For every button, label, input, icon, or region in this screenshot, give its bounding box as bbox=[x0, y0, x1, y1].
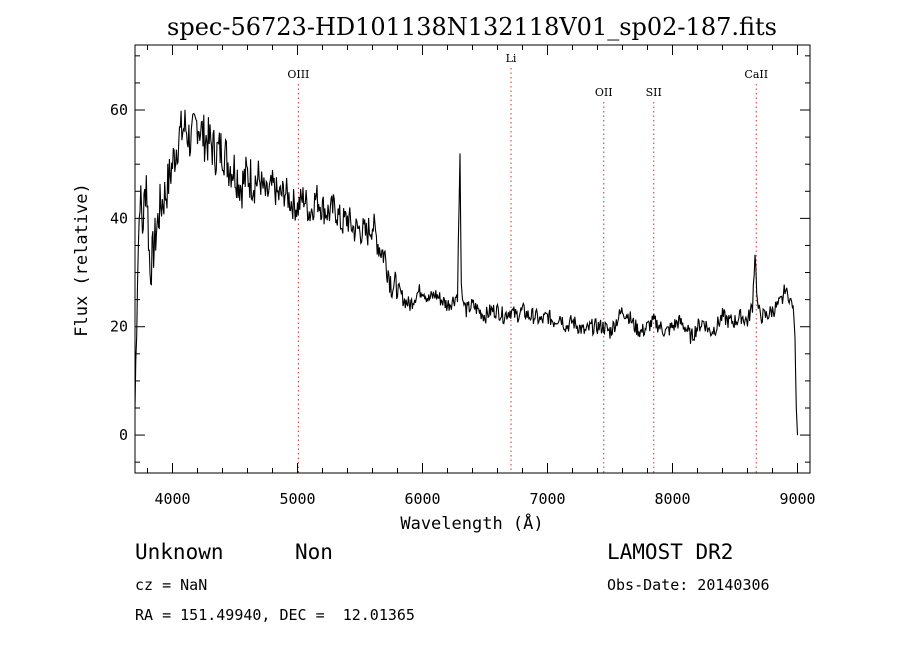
spectrum-series-line bbox=[134, 109, 799, 436]
object-type: Unknown bbox=[135, 540, 224, 564]
survey-name: LAMOST DR2 bbox=[607, 540, 734, 564]
cz-value: cz = NaN bbox=[135, 576, 208, 594]
y-tick-label: 0 bbox=[119, 426, 128, 444]
chart-title: spec-56723-HD101138N132118V01_sp02-187.f… bbox=[167, 13, 777, 41]
y-tick-label: 40 bbox=[110, 209, 128, 227]
x-tick-label: 5000 bbox=[279, 490, 315, 508]
x-tick-label: 7000 bbox=[529, 490, 565, 508]
x-axis-label: Wavelength (Å) bbox=[400, 512, 543, 534]
x-tick-label: 9000 bbox=[779, 490, 815, 508]
object-class: Non bbox=[295, 540, 333, 564]
coordinates: RA = 151.49940, DEC = 12.01365 bbox=[135, 606, 415, 624]
annotation-label-oiii: OIII bbox=[287, 68, 309, 81]
plot-frame bbox=[134, 44, 811, 474]
annotation-label-li: Li bbox=[506, 52, 517, 65]
x-tick-label: 4000 bbox=[154, 490, 190, 508]
annotation-label-sii: SII bbox=[646, 86, 662, 99]
line-annotations: OIII Li OII SII CaII bbox=[287, 52, 768, 473]
x-tick-label: 8000 bbox=[654, 490, 690, 508]
annotation-label-caii: CaII bbox=[744, 68, 768, 81]
axis-ticks: 4000 5000 6000 7000 8000 9000 0 20 40 60 bbox=[110, 45, 816, 508]
y-tick-label: 20 bbox=[110, 318, 128, 336]
obs-date: Obs-Date: 20140306 bbox=[607, 576, 770, 594]
annotation-label-oii: OII bbox=[595, 86, 613, 99]
y-axis-label: Flux (relative) bbox=[72, 183, 92, 337]
x-tick-label: 6000 bbox=[404, 490, 440, 508]
y-tick-label: 60 bbox=[110, 101, 128, 119]
